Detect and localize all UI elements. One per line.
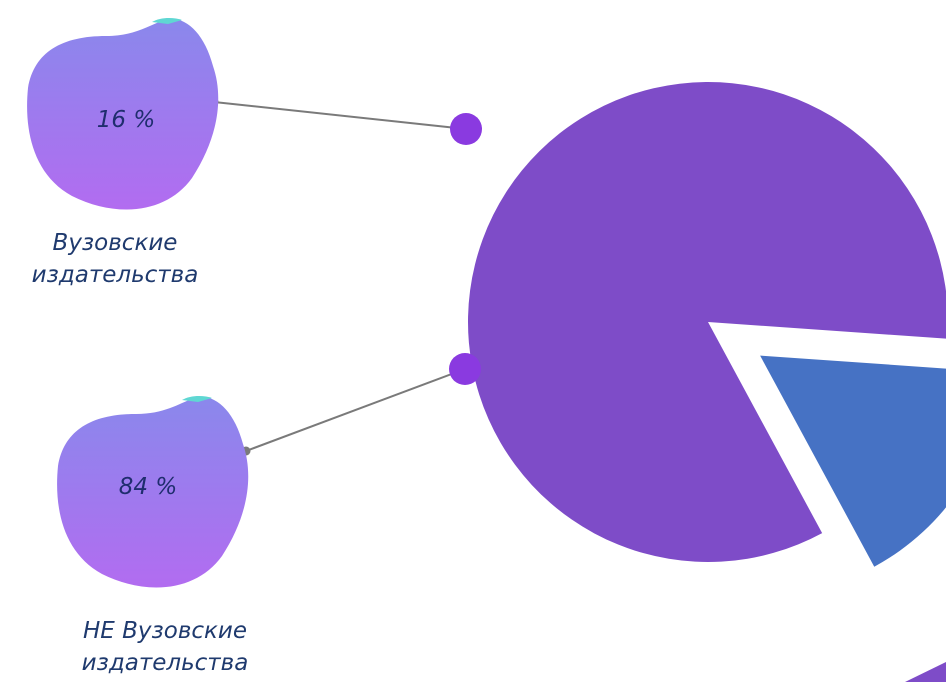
blob-shape-non-university: [57, 396, 249, 588]
value-label-non-university: 84 %: [119, 474, 177, 500]
corner-decoration: [905, 662, 946, 682]
pie-slice-university: [760, 355, 946, 567]
blob-accent-university: [152, 17, 182, 24]
slice-label-non-university: НЕ Вузовские издательства: [50, 615, 280, 679]
blob-shape-university: [27, 18, 219, 210]
value-blob-university: 16 %: [27, 17, 219, 210]
connector-line-non-university: [245, 368, 466, 452]
connector-line-university: [213, 101, 467, 130]
slice-label-non-university-line-1: НЕ Вузовские: [82, 618, 248, 644]
connector-end-dot-non-university: [449, 353, 481, 385]
slice-label-non-university-line-2: издательства: [81, 650, 249, 676]
connector-end-dot-university: [450, 113, 482, 145]
value-blob-non-university: 84 %: [57, 395, 249, 588]
blob-accent-non-university: [182, 395, 212, 402]
slice-label-university-line-2: издательства: [31, 262, 199, 288]
pie-slice-non-university: [468, 82, 946, 562]
value-label-university: 16 %: [97, 107, 155, 133]
slice-label-university: Вузовские издательства: [10, 227, 220, 291]
slice-label-university-line-1: Вузовские: [52, 230, 178, 256]
